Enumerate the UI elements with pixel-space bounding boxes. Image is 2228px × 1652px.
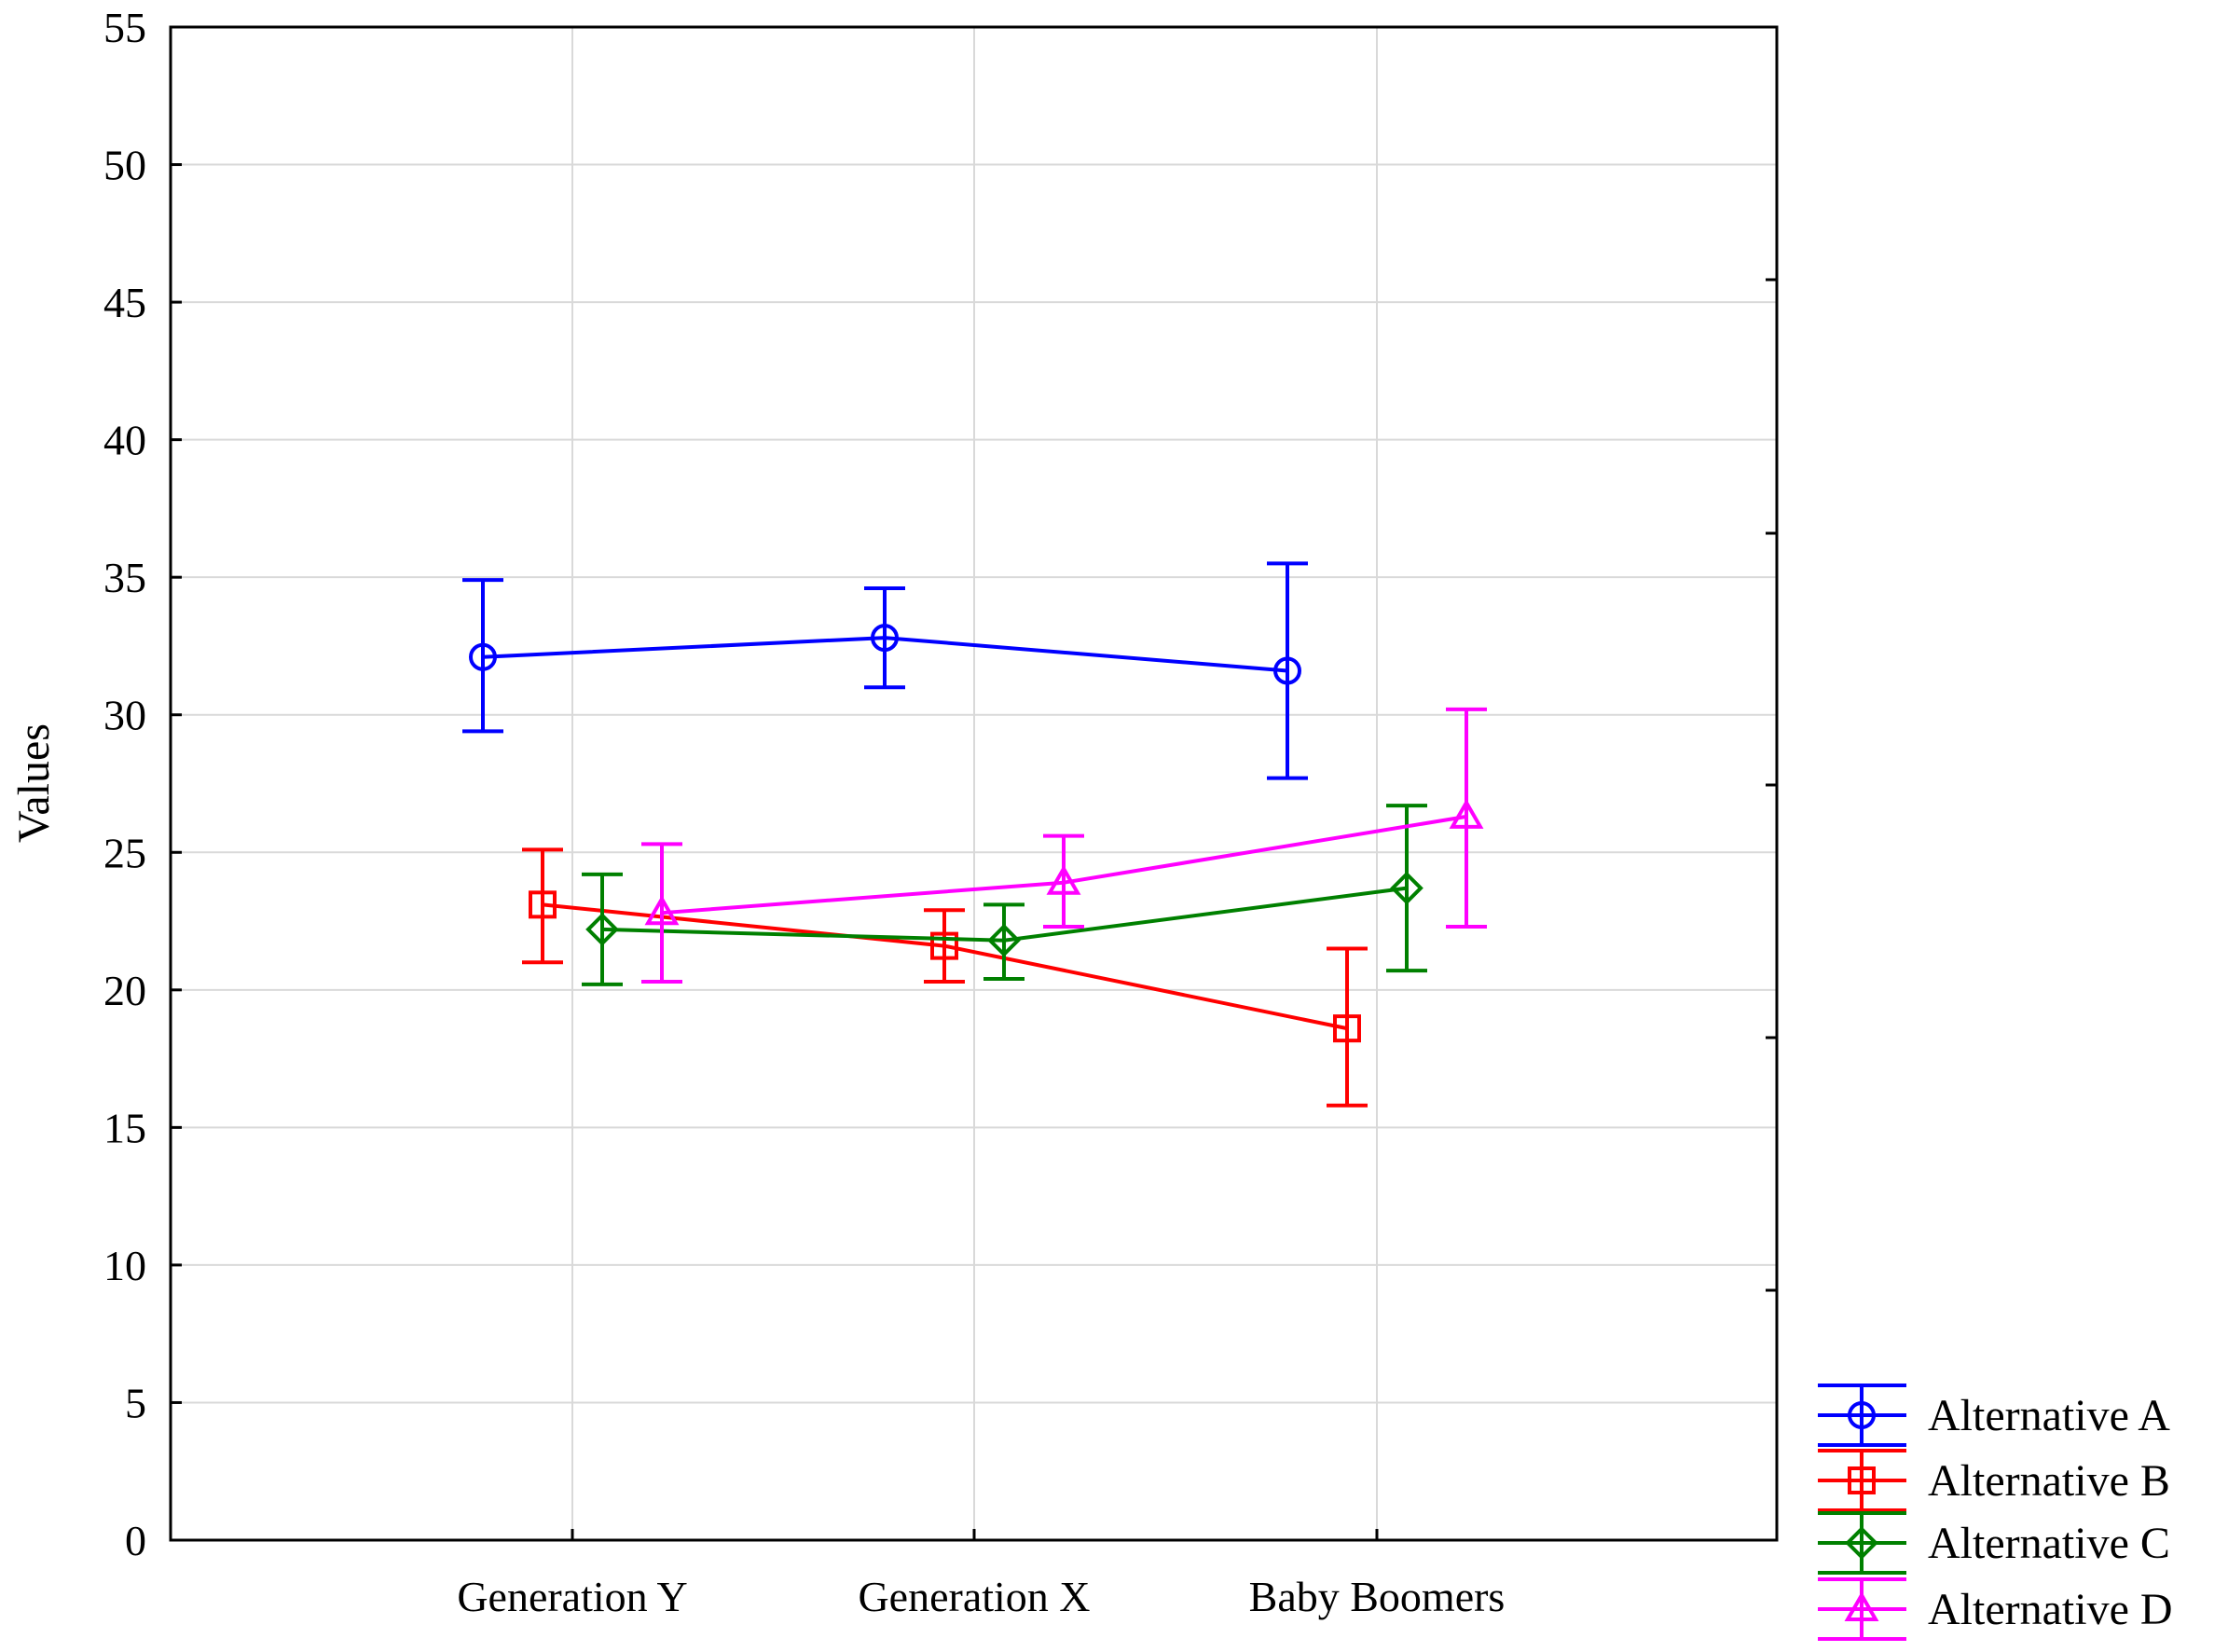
data-point-square (1333, 1014, 1361, 1043)
y-tick-label: 30 (103, 692, 146, 739)
legend-marker-diamond (1845, 1526, 1878, 1560)
data-point-circle (469, 642, 497, 671)
y-tick-label: 35 (103, 554, 146, 601)
legend-marker-circle (1848, 1401, 1876, 1429)
legend-label: Alternative C (1928, 1519, 2170, 1568)
y-tick-label: 5 (125, 1379, 146, 1426)
x-tick-label: Generation Y (457, 1573, 687, 1620)
plot-frame (169, 25, 1779, 1542)
data-point-diamond (585, 913, 619, 946)
y-tick-label: 50 (103, 142, 146, 189)
data-point-circle (1273, 656, 1301, 685)
y-axis-title: Values (9, 723, 59, 843)
data-point-circle (871, 624, 899, 653)
data-point-triangle (1449, 798, 1484, 829)
data-point-square (930, 931, 958, 960)
y-tick-label: 45 (103, 279, 146, 326)
y-tick-label: 20 (103, 967, 146, 1014)
data-point-triangle (644, 895, 680, 926)
legend-marker-triangle (1844, 1590, 1879, 1621)
legend-item: Alternative B (1818, 1449, 2170, 1512)
x-tick-label: Baby Boomers (1249, 1573, 1506, 1620)
legend-label: Alternative A (1928, 1391, 2170, 1440)
axes (169, 25, 1779, 1542)
series-b (522, 847, 1368, 1108)
y-tick-label: 40 (103, 417, 146, 464)
series-a (462, 561, 1308, 780)
legend-item: Alternative D (1818, 1577, 2173, 1641)
series-d (641, 707, 1487, 984)
legend-item: Alternative A (1818, 1384, 2170, 1447)
legend-marker-square (1848, 1466, 1876, 1494)
data-point-triangle (1046, 864, 1081, 895)
data-point-diamond (987, 923, 1021, 957)
x-tick-label: Generation X (858, 1573, 1090, 1620)
data-series (462, 561, 1487, 1108)
y-tick-label: 10 (103, 1242, 146, 1289)
legend-item: Alternative C (1818, 1511, 2170, 1575)
series-c (582, 804, 1427, 986)
data-point-square (529, 890, 557, 919)
y-tick-label: 55 (103, 4, 146, 51)
y-tick-label: 25 (103, 829, 146, 876)
grid-lines (171, 26, 1777, 1541)
legend-label: Alternative D (1928, 1585, 2173, 1634)
y-tick-label: 0 (125, 1517, 146, 1564)
legend-label: Alternative B (1928, 1456, 2170, 1506)
data-point-diamond (1390, 871, 1423, 905)
y-tick-label: 15 (103, 1104, 146, 1151)
legend: Alternative A Alternative B Alternative C A… (1818, 1384, 2173, 1641)
x-tick-labels: Generation Y Generation X Baby Boomers (457, 1573, 1505, 1620)
y-tick-labels: 0 5 10 15 20 25 30 35 40 45 50 55 (103, 4, 146, 1564)
